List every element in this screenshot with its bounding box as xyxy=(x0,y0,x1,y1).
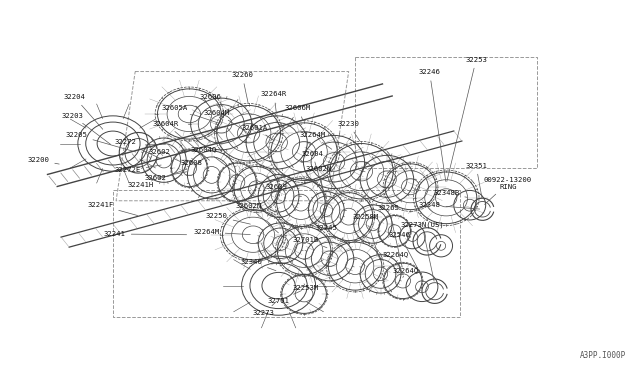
Text: 32205: 32205 xyxy=(66,132,136,152)
Text: 32602N: 32602N xyxy=(306,166,332,203)
Text: 32265: 32265 xyxy=(378,205,402,267)
Text: 32604Q: 32604Q xyxy=(191,146,235,173)
Text: 32602: 32602 xyxy=(148,149,187,164)
Text: 32241H: 32241H xyxy=(127,169,187,188)
Text: 32602: 32602 xyxy=(145,172,187,181)
Text: 32604: 32604 xyxy=(301,151,326,198)
Text: 32348B: 32348B xyxy=(433,190,467,197)
Text: 32230: 32230 xyxy=(338,121,360,141)
Text: 32605A: 32605A xyxy=(161,106,219,123)
Text: 32272E: 32272E xyxy=(115,165,161,173)
Text: 32245: 32245 xyxy=(316,225,337,243)
Text: 32351: 32351 xyxy=(465,163,487,198)
Text: 32204: 32204 xyxy=(64,94,103,129)
Text: 32546: 32546 xyxy=(388,232,420,274)
Text: 32701B: 32701B xyxy=(293,237,327,248)
Text: 32203: 32203 xyxy=(62,113,111,144)
Text: 32701: 32701 xyxy=(268,291,301,304)
Text: 32200: 32200 xyxy=(28,157,59,164)
Text: 32273: 32273 xyxy=(253,301,276,316)
Text: 32606: 32606 xyxy=(200,94,221,108)
Text: 32250: 32250 xyxy=(206,213,250,224)
Text: 32264R: 32264R xyxy=(261,92,287,113)
Text: 32264M: 32264M xyxy=(193,229,250,235)
Text: 32273N(US): 32273N(US) xyxy=(400,221,444,281)
Text: 32602N: 32602N xyxy=(236,203,278,233)
Text: 32253: 32253 xyxy=(447,57,487,182)
Text: 32601A: 32601A xyxy=(242,125,275,141)
Text: 32241F: 32241F xyxy=(87,202,138,215)
Text: 32264M: 32264M xyxy=(300,132,332,149)
Text: 32272: 32272 xyxy=(115,140,161,159)
Text: 00922-13200
RING: 00922-13200 RING xyxy=(484,177,532,205)
Text: 32260: 32260 xyxy=(231,72,253,103)
Text: 32258M: 32258M xyxy=(353,214,380,259)
Text: 32246: 32246 xyxy=(419,69,446,182)
Text: 32348: 32348 xyxy=(419,202,480,209)
Text: 32340: 32340 xyxy=(240,259,276,271)
Text: 32604M: 32604M xyxy=(204,110,246,132)
Text: 32253M: 32253M xyxy=(293,284,319,291)
Text: 32608: 32608 xyxy=(180,160,209,171)
Text: 32606M: 32606M xyxy=(285,106,311,120)
Text: 32604R: 32604R xyxy=(153,121,209,160)
Text: 32264Q: 32264Q xyxy=(382,251,408,272)
Text: 32609: 32609 xyxy=(266,184,287,195)
Text: A3PP.I000P: A3PP.I000P xyxy=(580,350,626,359)
Text: 32264Q: 32264Q xyxy=(393,267,419,278)
Text: 32241: 32241 xyxy=(104,231,187,237)
